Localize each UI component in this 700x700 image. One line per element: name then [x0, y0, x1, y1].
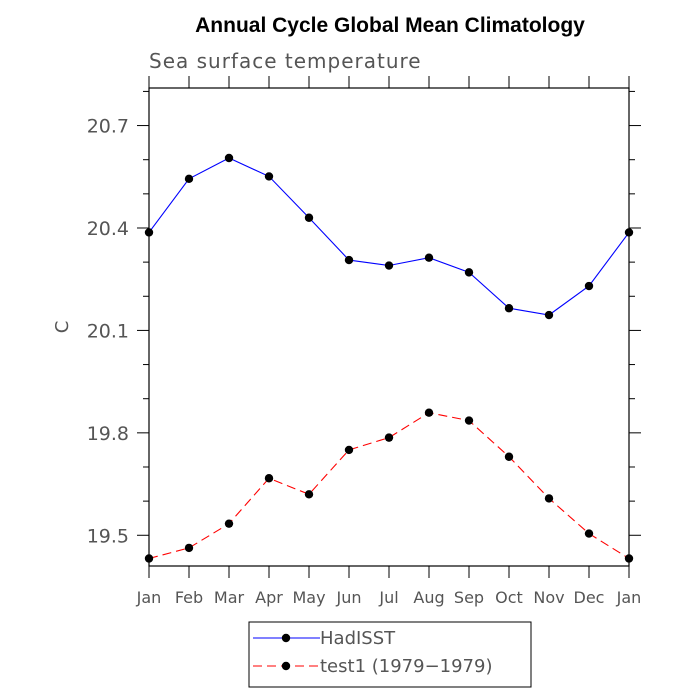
x-tick-label: May [292, 588, 325, 607]
y-tick-label: 20.4 [87, 218, 129, 240]
x-tick-label: Aug [413, 588, 444, 607]
series-point-1 [544, 494, 554, 503]
x-tick-label: Feb [175, 588, 203, 607]
x-tick-label: Dec [574, 588, 605, 607]
y-tick-label: 20.1 [87, 320, 129, 342]
x-tick-label: Nov [533, 588, 564, 607]
legend-marker-test1 [281, 661, 291, 671]
y-tick-label: 19.8 [87, 423, 129, 445]
x-tick-label: Jul [378, 588, 398, 607]
y-axis-label: C [52, 321, 73, 334]
x-tick-label: Jun [336, 588, 362, 607]
legend-label-test1: test1 (1979−1979) [320, 656, 493, 677]
series-point-1 [184, 543, 194, 553]
y-tick-label: 19.5 [87, 525, 129, 547]
x-tick-labels: Jan Feb Mar Apr May Jun Jul Aug Sep Oct Nov Dec Jan [136, 588, 642, 607]
series-point-1 [424, 408, 434, 417]
series-point-0 [264, 172, 274, 181]
series-point-1 [464, 416, 474, 425]
series-point-1 [344, 445, 354, 455]
series-point-1 [504, 452, 514, 461]
y-tick-labels: 19.5 19.8 20.1 20.4 20.7 [87, 116, 129, 548]
series-point-0 [184, 174, 194, 184]
series-point-1 [304, 490, 314, 499]
series-point-0 [504, 304, 514, 313]
x-tick-label: Jan [136, 588, 162, 607]
series-point-0 [584, 281, 594, 291]
series-point-0 [384, 261, 394, 270]
legend-marker-hadisst [281, 633, 291, 643]
x-tick-label: Apr [255, 588, 283, 607]
axis-ticks [137, 76, 641, 578]
series-layer [144, 153, 634, 563]
y-tick-label: 20.7 [87, 116, 129, 138]
series-point-0 [304, 213, 314, 222]
series-point-0 [544, 310, 554, 320]
legend: HadISST test1 (1979−1979) [248, 621, 532, 688]
series-point-1 [584, 529, 594, 538]
x-tick-label: Jan [616, 588, 642, 607]
legend-box [248, 621, 532, 688]
x-tick-label: Mar [214, 588, 245, 607]
series-point-1 [224, 519, 234, 528]
chart-subtitle: Sea surface temperature [149, 49, 422, 73]
chart-title: Annual Cycle Global Mean Climatology [195, 14, 585, 37]
series-point-0 [464, 268, 474, 277]
series-point-0 [424, 253, 434, 262]
legend-label-hadisst: HadISST [320, 628, 396, 649]
series-point-1 [384, 433, 394, 442]
plot-frame [148, 87, 630, 567]
series-point-0 [344, 255, 354, 265]
series-point-1 [264, 474, 274, 483]
x-tick-label: Oct [495, 588, 523, 607]
series-point-0 [224, 153, 234, 163]
x-tick-label: Sep [454, 588, 484, 607]
series-line-0 [148, 157, 630, 316]
